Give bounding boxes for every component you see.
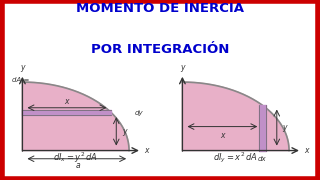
Text: y: y (123, 127, 127, 136)
Text: a: a (76, 161, 80, 170)
Text: x: x (65, 97, 69, 106)
Text: $dI_x = y^2\,dA$: $dI_x = y^2\,dA$ (53, 150, 98, 165)
Text: x: x (220, 131, 225, 140)
Text: y: y (282, 123, 287, 132)
Text: MOMENTO DE INERCIA: MOMENTO DE INERCIA (76, 2, 244, 15)
Text: x: x (304, 146, 308, 155)
Polygon shape (182, 82, 289, 150)
Text: $dI_y = x^2\,dA$: $dI_y = x^2\,dA$ (213, 150, 258, 165)
Text: y: y (180, 63, 185, 72)
Polygon shape (22, 82, 129, 150)
Text: x: x (144, 146, 148, 155)
Text: dx: dx (258, 156, 267, 162)
Text: dA =: dA = (12, 77, 29, 83)
Text: POR INTEGRACIÓN: POR INTEGRACIÓN (91, 43, 229, 56)
Text: y: y (20, 63, 25, 72)
Text: dy: dy (134, 110, 143, 116)
